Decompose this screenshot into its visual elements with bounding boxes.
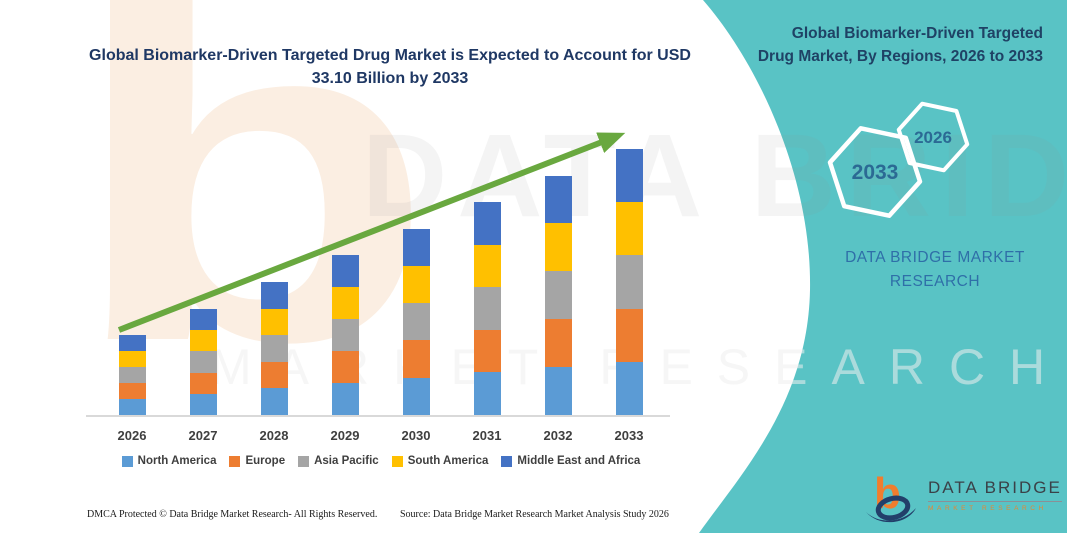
bar-segment — [473, 244, 501, 288]
bar-segment — [260, 361, 288, 389]
bar-segment — [189, 393, 217, 415]
bar-segment — [544, 319, 572, 368]
stacked-bar-2032 — [544, 175, 572, 415]
bar-segment — [615, 361, 643, 415]
bar-segment — [118, 335, 146, 352]
legend-swatch — [229, 455, 241, 467]
legend-item: Middle East and Africa — [501, 455, 640, 467]
chart-legend: North America Europe Asia Pacific South Ame… — [66, 455, 696, 467]
bar-segment — [544, 271, 572, 320]
hexagon-2026-label: 2026 — [914, 128, 952, 147]
bar-segment — [118, 399, 146, 415]
teal-shape — [699, 0, 1067, 533]
bar-segment — [260, 388, 288, 415]
bar-segment — [331, 383, 359, 415]
bar-segment — [544, 175, 572, 224]
bar-segment — [260, 282, 288, 309]
bar-segment — [615, 255, 643, 309]
legend-label: Middle East and Africa — [517, 455, 641, 467]
bar-segment — [189, 308, 217, 331]
databridge-logo: b DATA BRIDGE MARKET RESEARCH — [862, 468, 1062, 524]
chart-title: Global Biomarker-Driven Targeted Drug Ma… — [89, 47, 691, 88]
plot-area: 2026 2027 2028 2029 2030 2031 2032 2033 — [88, 149, 670, 443]
hexagon-badges: 2033 2026 — [827, 101, 970, 218]
stacked-bar-2028 — [260, 282, 288, 415]
bar-segment — [260, 335, 288, 362]
legend-label: South America — [407, 455, 489, 467]
stacked-bar-2031 — [473, 202, 501, 415]
bar-segment — [402, 340, 430, 378]
logo-tagline: MARKET RESEARCH — [928, 505, 1047, 512]
stacked-bar-2027 — [189, 308, 217, 415]
legend-label: Asia Pacific — [314, 455, 379, 467]
bar-segment — [260, 308, 288, 336]
bar-segment — [331, 319, 359, 352]
x-axis-line — [86, 415, 670, 417]
legend-swatch — [391, 455, 403, 467]
bar-segment — [473, 287, 501, 330]
stacked-bar-2030 — [402, 228, 430, 415]
bar-segment — [118, 383, 146, 400]
legend-swatch — [501, 455, 513, 467]
bar-segment — [331, 287, 359, 320]
x-axis-label: 2032 — [543, 428, 573, 443]
sidebar-brand-text: DATA BRIDGE MARKET RESEARCH — [845, 249, 1025, 291]
x-axis-label: 2031 — [472, 428, 502, 443]
legend-label: Europe — [245, 455, 286, 467]
bar-segment — [544, 367, 572, 415]
legend-item: North America — [121, 455, 217, 467]
stacked-bar-2033 — [615, 149, 643, 415]
hexagon-2033-icon — [827, 126, 923, 218]
bar-segment — [402, 228, 430, 266]
bar-segment — [189, 330, 217, 352]
bar-segment — [331, 255, 359, 288]
stacked-bar-2026 — [118, 335, 146, 415]
legend-label: North America — [137, 455, 217, 467]
bar-segment — [615, 149, 643, 203]
x-axis-label: 2029 — [330, 428, 360, 443]
bar-segment — [331, 351, 359, 384]
x-axis-label: 2027 — [188, 428, 218, 443]
bar-segment — [615, 308, 643, 362]
databridge-logo-icon: b — [866, 469, 916, 523]
hexagon-2033-label: 2033 — [852, 161, 899, 184]
bar-segment — [402, 377, 430, 415]
bar-segment — [189, 372, 217, 394]
footer-dmca-text: DMCA Protected © Data Bridge Market Rese… — [87, 509, 378, 520]
bar-segment — [189, 351, 217, 373]
legend-swatch — [298, 455, 310, 467]
hexagon-2026-icon — [896, 101, 970, 173]
legend-item: Asia Pacific — [298, 455, 379, 467]
bar-segment — [118, 367, 146, 384]
logo-name: DATA BRIDGE — [928, 478, 1062, 502]
legend-item: Europe — [229, 455, 285, 467]
bar-segment — [402, 303, 430, 341]
x-axis-label: 2033 — [614, 428, 644, 443]
bar-segment — [615, 202, 643, 256]
x-axis-label: 2026 — [117, 428, 147, 443]
stacked-bar-2029 — [331, 255, 359, 415]
bar-segment — [473, 329, 501, 373]
bar-segment — [473, 202, 501, 245]
legend-swatch — [121, 455, 133, 467]
bar-segment — [473, 372, 501, 415]
bar-segment — [118, 351, 146, 368]
sidebar-title: Global Biomarker-Driven Targeted Drug Ma… — [757, 25, 1043, 66]
footer-source-text: Source: Data Bridge Market Research Mark… — [400, 509, 669, 520]
x-axis-label: 2030 — [401, 428, 431, 443]
x-axis-label: 2028 — [259, 428, 289, 443]
bar-segment — [402, 265, 430, 304]
legend-item: South America — [391, 455, 489, 467]
bar-segment — [544, 223, 572, 272]
